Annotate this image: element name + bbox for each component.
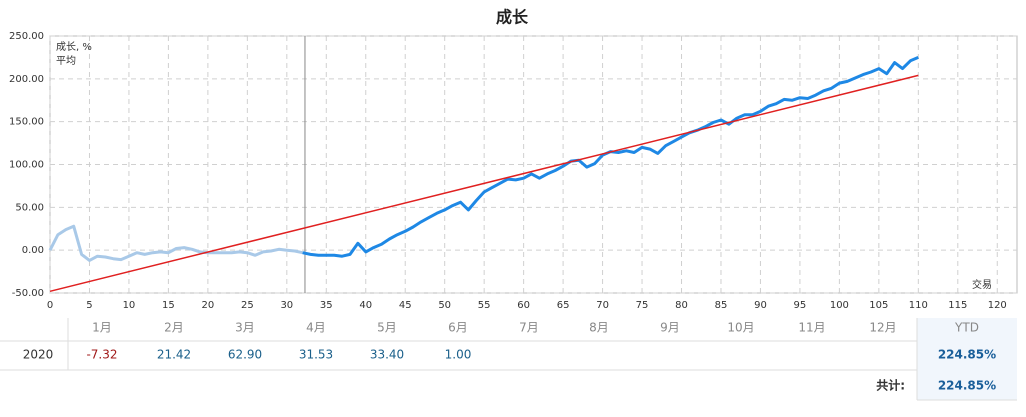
x-tick-label: 120	[988, 300, 1007, 311]
x-tick-label: 20	[202, 300, 215, 311]
table-header: 2月	[164, 321, 184, 335]
table-cell: -7.32	[86, 348, 117, 362]
legend-entry: 成长, %	[56, 41, 92, 53]
y-tick-label: 50.00	[15, 202, 44, 213]
x-tick-label: 100	[830, 300, 849, 311]
x-tick-label: 55	[478, 300, 491, 311]
table-header: 11月	[798, 321, 825, 335]
x-tick-label: 115	[948, 300, 967, 311]
x-tick-label: 30	[280, 300, 293, 311]
chart-title: 成长	[496, 8, 529, 27]
table-header: 5月	[377, 321, 397, 335]
total-label: 共计:	[876, 378, 905, 393]
table-header: 10月	[727, 321, 754, 335]
x-tick-label: 45	[399, 300, 412, 311]
table-header: 3月	[235, 321, 255, 335]
x-tick-label: 110	[909, 300, 928, 311]
series-line	[48, 224, 303, 262]
x-tick-label: 75	[636, 300, 649, 311]
x-tick-label: 25	[241, 300, 254, 311]
x-tick-label: 50	[438, 300, 451, 311]
table-cell: 33.40	[370, 348, 404, 362]
y-tick-label: 0.00	[22, 245, 44, 256]
x-tick-label: 10	[123, 300, 136, 311]
x-tick-label: 0	[47, 300, 53, 311]
x-tick-label: 65	[557, 300, 570, 311]
x-tick-label: 5	[86, 300, 92, 311]
table-header: 6月	[448, 321, 468, 335]
x-tick-label: 15	[162, 300, 175, 311]
row-label: 2020	[23, 348, 54, 362]
table-header: 7月	[519, 321, 539, 335]
y-tick-label: -50.00	[12, 288, 44, 299]
x-tick-label: 90	[754, 300, 767, 311]
x-tick-label: 35	[320, 300, 333, 311]
x-tick-label: 70	[596, 300, 609, 311]
table-header: 1月	[92, 321, 112, 335]
table-cell: 21.42	[157, 348, 191, 362]
y-tick-label: 200.00	[9, 74, 44, 85]
x-axis-label: 交易	[972, 278, 992, 291]
series-line	[302, 56, 919, 258]
x-tick-label: 60	[517, 300, 530, 311]
x-tick-label: 95	[794, 300, 807, 311]
x-tick-label: 105	[869, 300, 888, 311]
table-cell: 31.53	[299, 348, 333, 362]
y-tick-label: 250.00	[9, 31, 44, 42]
y-tick-label: 100.00	[9, 160, 44, 171]
x-tick-label: 40	[359, 300, 372, 311]
table-header: YTD	[954, 321, 979, 335]
x-tick-label: 80	[675, 300, 688, 311]
table-header: 4月	[306, 321, 326, 335]
table-cell: 1.00	[445, 348, 472, 362]
total-value: 224.85%	[938, 379, 996, 393]
legend-entry: 平均	[56, 55, 76, 67]
x-tick-label: 85	[715, 300, 728, 311]
table-header: 9月	[660, 321, 680, 335]
y-tick-label: 150.00	[9, 117, 44, 128]
ytd-bg	[917, 318, 1017, 400]
table-header: 12月	[869, 321, 896, 335]
table-header: 8月	[589, 321, 609, 335]
table-cell: 62.90	[228, 348, 262, 362]
table-cell: 224.85%	[938, 348, 996, 362]
series-line	[49, 74, 919, 293]
